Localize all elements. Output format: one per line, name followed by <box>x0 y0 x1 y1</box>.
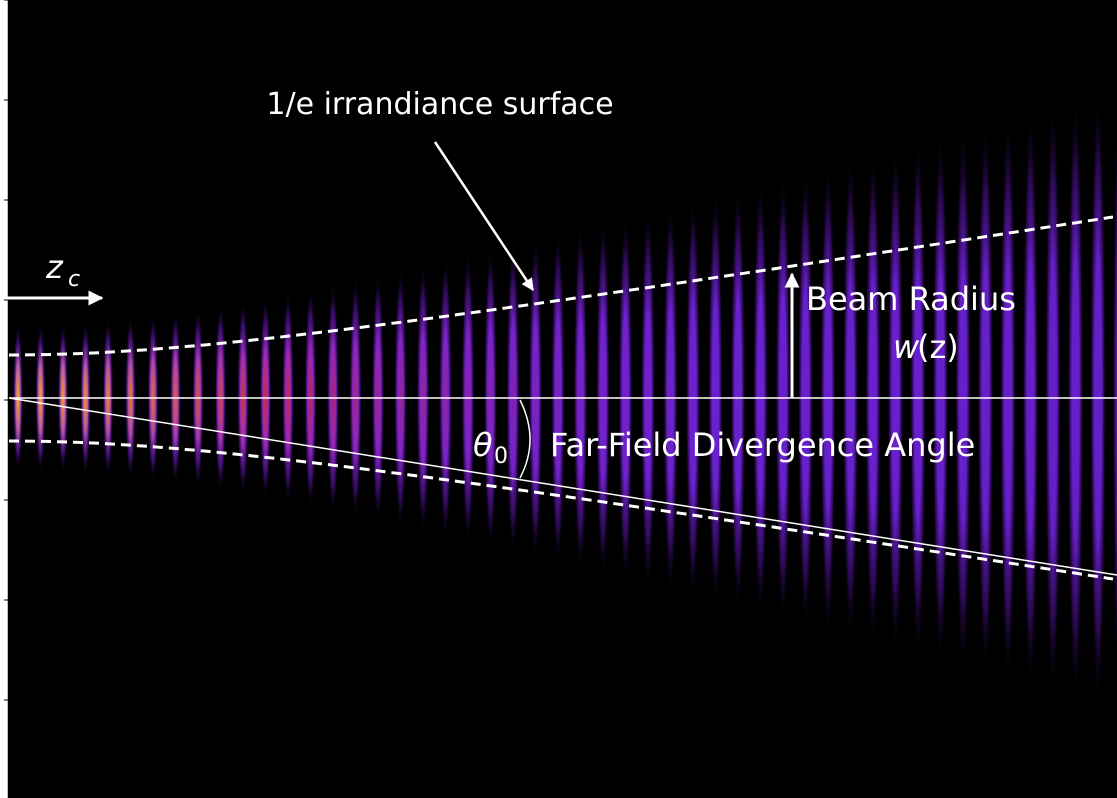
angle-label: Far-Field Divergence Angle <box>550 426 975 464</box>
z-symbol: z <box>45 248 64 286</box>
radius-label: Beam Radius <box>806 280 1016 318</box>
beam-diagram: 1/e irrandiance surface z c Beam Radius … <box>0 0 1117 798</box>
left-axis <box>4 0 9 798</box>
radius-arg: (z) <box>917 328 959 366</box>
theta-subscript: 0 <box>494 444 508 469</box>
radius-w: w <box>893 328 920 366</box>
z-subscript: c <box>68 267 80 292</box>
theta-symbol: θ <box>473 426 493 464</box>
surface-label: 1/e irrandiance surface <box>266 87 613 122</box>
